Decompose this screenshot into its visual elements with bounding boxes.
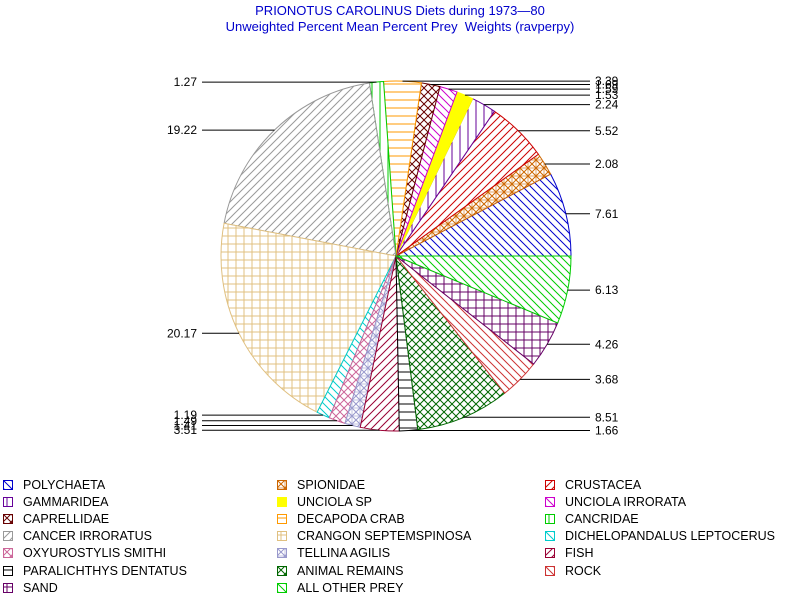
legend-swatch (545, 479, 555, 490)
legend-swatch (277, 565, 287, 576)
chart-title-block: PRIONOTUS CAROLINUS Diets during 1973—80… (0, 3, 800, 35)
slice-value-label: 5.52 (595, 124, 619, 138)
legend-item: FISH (545, 545, 593, 562)
legend-label: ALL OTHER PREY (297, 580, 404, 595)
legend-swatch (277, 513, 287, 524)
legend-item: CRUSTACEA (545, 476, 641, 493)
legend-swatch (277, 479, 287, 490)
chart-legend: POLYCHAETA SPIONIDAE CRUSTACEA GAMMARIDEA UN… (0, 476, 800, 600)
legend-item: ANIMAL REMAINS (277, 562, 404, 579)
legend-item: SAND (3, 579, 58, 596)
slice-value-label: 1.66 (595, 424, 619, 438)
legend-swatch (545, 548, 555, 559)
legend-label: CRUSTACEA (565, 477, 642, 492)
legend-item: CANCRIDAE (545, 510, 639, 527)
slice-value-label: 8.51 (595, 410, 619, 424)
slice-value-label: 1.27 (174, 75, 198, 89)
legend-item: PARALICHTHYS DENTATUS (3, 562, 187, 579)
slice-value-label: 1.41 (174, 419, 198, 433)
chart-subtitle: Unweighted Percent Mean Percent Prey Wei… (225, 19, 575, 34)
legend-swatch (3, 479, 13, 490)
slice-value-label: 3.68 (595, 372, 619, 386)
chart-title: PRIONOTUS CAROLINUS Diets during 1973—80 (255, 3, 545, 18)
legend-swatch (3, 565, 13, 576)
slice-value-label: 2.24 (595, 98, 619, 112)
slice-value-label: 1.59 (595, 82, 619, 96)
legend-swatch (277, 548, 287, 559)
legend-label: UNCIOLA SP (297, 494, 373, 509)
legend-label: TELLINA AGILIS (297, 546, 391, 561)
legend-swatch (3, 513, 13, 524)
slice-value-label: 19.22 (167, 123, 197, 137)
slice-value-label: 1.53 (595, 88, 619, 102)
slice-value-label: 3.51 (174, 423, 198, 437)
legend-swatch (3, 582, 13, 593)
pie-slice-crangon-septemspinosa (220, 222, 397, 413)
legend-swatch (277, 582, 287, 593)
legend-item: CAPRELLIDAE (3, 510, 109, 527)
legend-label: ROCK (565, 563, 602, 578)
legend-item: TELLINA AGILIS (277, 545, 390, 562)
slice-value-label: 3.39 (595, 74, 619, 88)
legend-swatch (545, 565, 555, 576)
legend-item: UNCIOLA IRRORATA (545, 493, 686, 510)
legend-item: GAMMARIDEA (3, 493, 108, 510)
legend-label: GAMMARIDEA (23, 494, 109, 509)
legend-label: CANCRIDAE (565, 511, 639, 526)
legend-swatch (277, 531, 287, 542)
legend-item: CANCER IRRORATUS (3, 528, 152, 545)
legend-item: CRANGON SEPTEMSPINOSA (277, 528, 471, 545)
legend-item: POLYCHAETA (3, 476, 105, 493)
legend-item: ALL OTHER PREY (277, 579, 404, 596)
legend-label: DICHELOPANDALUS LEPTOCERUS (565, 529, 776, 544)
pie-chart: 7.61 2.08 5.52 2.241.531.591.693.39 1.27 19.2… (167, 74, 619, 438)
legend-swatch (3, 531, 13, 542)
legend-label: DECAPODA CRAB (297, 511, 405, 526)
legend-label: SAND (23, 580, 58, 595)
pie-slice-animal-remains (395, 254, 506, 431)
slice-value-label: 2.08 (595, 157, 619, 171)
legend-label: PARALICHTHYS DENTATUS (23, 563, 187, 578)
legend-swatch (545, 513, 555, 524)
legend-label: CANCER IRRORATUS (23, 529, 152, 544)
legend-label: ANIMAL REMAINS (297, 563, 404, 578)
legend-label: FISH (565, 546, 594, 561)
slice-value-label: 1.19 (174, 408, 198, 422)
legend-label: UNCIOLA IRRORATA (565, 494, 687, 509)
legend-label: CRANGON SEPTEMSPINOSA (297, 529, 472, 544)
legend-swatch (3, 548, 13, 559)
pie-slice-all-other-prey (395, 255, 572, 324)
legend-item: UNCIOLA SP (277, 493, 372, 510)
slice-value-label: 7.61 (595, 207, 619, 221)
slice-value-label: 20.17 (167, 326, 197, 340)
slice-value-label: 1.69 (595, 78, 619, 92)
legend-item: DICHELOPANDALUS LEPTOCERUS (545, 528, 775, 545)
legend-item: ROCK (545, 562, 601, 579)
legend-swatch (545, 531, 555, 542)
legend-label: SPIONIDAE (297, 477, 366, 492)
legend-swatch (3, 496, 13, 507)
slice-value-label: 6.13 (595, 283, 619, 297)
legend-swatch (545, 496, 555, 507)
legend-label: CAPRELLIDAE (23, 511, 110, 526)
legend-label: OXYUROSTYLIS SMITHI (23, 546, 167, 561)
legend-label: POLYCHAETA (23, 477, 106, 492)
slice-value-label: 1.49 (174, 414, 198, 428)
slice-value-label: 4.26 (595, 337, 619, 351)
legend-item: OXYUROSTYLIS SMITHI (3, 545, 166, 562)
legend-item: DECAPODA CRAB (277, 510, 405, 527)
legend-swatch (277, 496, 287, 507)
legend-item: SPIONIDAE (277, 476, 365, 493)
